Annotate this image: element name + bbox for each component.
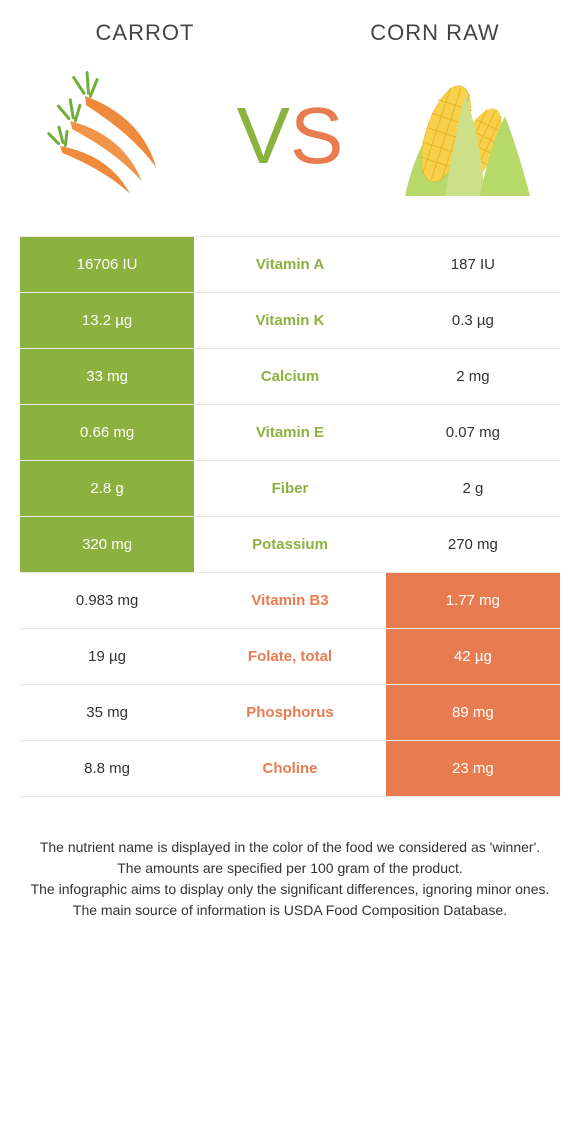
- hero-row: VS: [0, 56, 580, 236]
- table-row: 19 µgFolate, total42 µg: [20, 629, 560, 685]
- cell-left-value: 320 mg: [20, 517, 194, 572]
- nutrient-table: 16706 IUVitamin A187 IU13.2 µgVitamin K0…: [20, 236, 560, 797]
- cell-nutrient-label: Vitamin A: [194, 237, 386, 292]
- footer-line: The amounts are specified per 100 gram o…: [30, 858, 550, 879]
- cell-nutrient-label: Potassium: [194, 517, 386, 572]
- carrot-image: [30, 66, 190, 206]
- cell-right-value: 23 mg: [386, 741, 560, 796]
- vs-s: S: [290, 96, 343, 176]
- footer-line: The main source of information is USDA F…: [30, 900, 550, 921]
- cell-nutrient-label: Vitamin E: [194, 405, 386, 460]
- table-row: 8.8 mgCholine23 mg: [20, 741, 560, 797]
- corn-image: [390, 66, 550, 206]
- cell-nutrient-label: Vitamin B3: [194, 573, 386, 628]
- cell-nutrient-label: Folate, total: [194, 629, 386, 684]
- table-row: 0.66 mgVitamin E0.07 mg: [20, 405, 560, 461]
- cell-nutrient-label: Fiber: [194, 461, 386, 516]
- footer-line: The nutrient name is displayed in the co…: [30, 837, 550, 858]
- header-left: Carrot: [0, 20, 290, 46]
- vs-v: V: [237, 96, 290, 176]
- cell-right-value: 187 IU: [386, 237, 560, 292]
- header-row: Carrot Corn raw: [0, 0, 580, 56]
- cell-left-value: 0.983 mg: [20, 573, 194, 628]
- cell-nutrient-label: Vitamin K: [194, 293, 386, 348]
- table-row: 320 mgPotassium270 mg: [20, 517, 560, 573]
- cell-right-value: 2 mg: [386, 349, 560, 404]
- table-row: 13.2 µgVitamin K0.3 µg: [20, 293, 560, 349]
- cell-right-value: 0.07 mg: [386, 405, 560, 460]
- footer-line: The infographic aims to display only the…: [30, 879, 550, 900]
- cell-left-value: 35 mg: [20, 685, 194, 740]
- table-row: 35 mgPhosphorus89 mg: [20, 685, 560, 741]
- cell-left-value: 0.66 mg: [20, 405, 194, 460]
- table-row: 2.8 gFiber2 g: [20, 461, 560, 517]
- table-row: 0.983 mgVitamin B31.77 mg: [20, 573, 560, 629]
- cell-left-value: 2.8 g: [20, 461, 194, 516]
- cell-left-value: 16706 IU: [20, 237, 194, 292]
- header-right: Corn raw: [290, 20, 580, 46]
- table-row: 16706 IUVitamin A187 IU: [20, 237, 560, 293]
- table-row: 33 mgCalcium2 mg: [20, 349, 560, 405]
- cell-right-value: 2 g: [386, 461, 560, 516]
- cell-left-value: 13.2 µg: [20, 293, 194, 348]
- cell-left-value: 19 µg: [20, 629, 194, 684]
- cell-right-value: 89 mg: [386, 685, 560, 740]
- cell-left-value: 33 mg: [20, 349, 194, 404]
- cell-right-value: 42 µg: [386, 629, 560, 684]
- cell-left-value: 8.8 mg: [20, 741, 194, 796]
- cell-nutrient-label: Calcium: [194, 349, 386, 404]
- cell-nutrient-label: Choline: [194, 741, 386, 796]
- cell-right-value: 270 mg: [386, 517, 560, 572]
- cell-nutrient-label: Phosphorus: [194, 685, 386, 740]
- cell-right-value: 0.3 µg: [386, 293, 560, 348]
- footer-notes: The nutrient name is displayed in the co…: [30, 837, 550, 921]
- cell-right-value: 1.77 mg: [386, 573, 560, 628]
- vs-label: VS: [227, 96, 354, 176]
